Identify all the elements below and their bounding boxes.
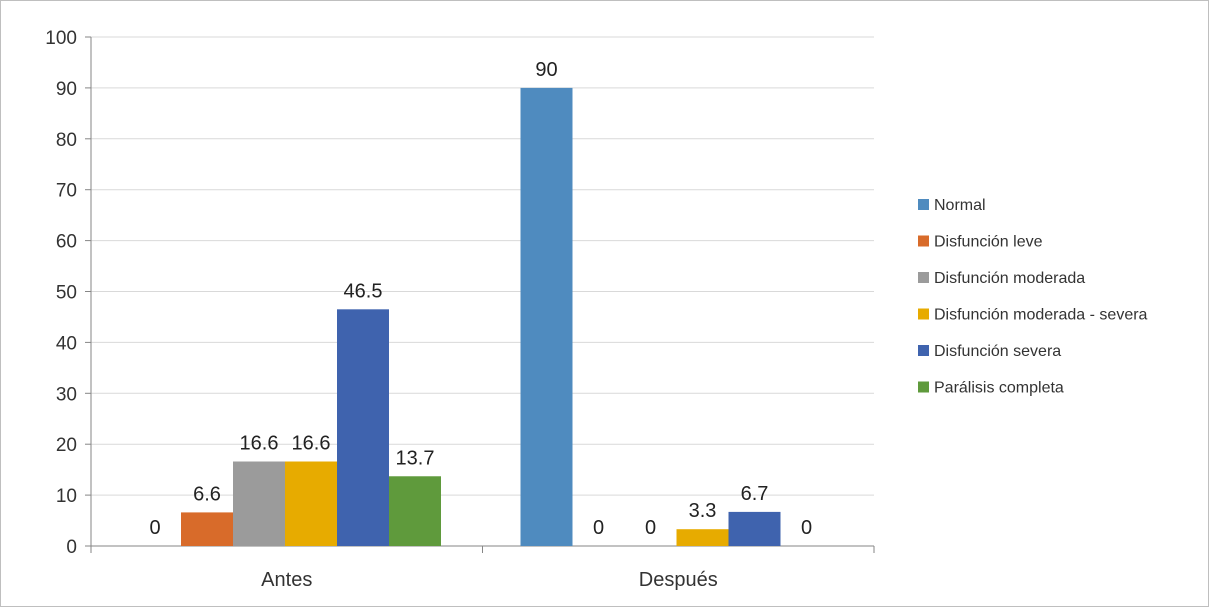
gridlines (91, 36, 874, 496)
data-label: 90 (535, 59, 557, 81)
y-tick-label: 60 (56, 232, 77, 253)
legend-label: Disfunción moderada (934, 270, 1085, 287)
data-label: 0 (593, 517, 604, 539)
legend-swatch (918, 272, 929, 283)
y-tick-label: 70 (56, 181, 77, 202)
bar (728, 511, 781, 546)
y-tick-label: 50 (56, 283, 77, 304)
legend-swatch (918, 345, 929, 356)
data-label: 6.6 (193, 483, 221, 505)
bar (233, 461, 285, 546)
x-category-label: Después (639, 569, 718, 591)
y-tick-label: 80 (56, 130, 77, 151)
y-tick-label: 30 (56, 384, 77, 405)
y-tick-label: 10 (56, 486, 77, 507)
y-tick-label: 40 (56, 333, 77, 354)
legend-swatch (918, 308, 929, 320)
legend-swatch (918, 199, 929, 210)
data-label: 0 (801, 517, 812, 539)
legend-label: Disfunción moderada - severa (934, 307, 1148, 324)
data-label: 16.6 (292, 433, 331, 455)
legend-label: Disfunción leve (934, 234, 1043, 251)
data-label: 16.6 (240, 433, 279, 455)
y-tick-label: 90 (56, 79, 77, 100)
bar (389, 476, 441, 546)
data-label: 46.5 (344, 280, 383, 302)
bar (676, 529, 729, 546)
bar (337, 309, 389, 546)
legend-swatch (918, 235, 929, 247)
data-label: 0 (645, 517, 656, 539)
x-category-label: Antes (261, 569, 312, 591)
y-tick-label: 100 (45, 28, 77, 49)
bar (181, 512, 233, 546)
legend-swatch (918, 381, 929, 393)
legend-label: Parálisis completa (934, 380, 1064, 397)
data-label: 0 (149, 517, 160, 539)
legend: Normal Disfunción leve Disfunción moderada… (918, 197, 1148, 397)
bars (181, 87, 781, 547)
data-label: 13.7 (396, 447, 435, 469)
data-label: 6.7 (741, 483, 769, 505)
bar (520, 87, 573, 547)
data-label: 3.3 (689, 500, 717, 522)
y-tick-labels: 0 10 20 30 40 50 60 70 80 90 100 (45, 28, 77, 558)
legend-label: Disfunción severa (934, 343, 1061, 360)
y-tick-label: 20 (56, 435, 77, 456)
bar (285, 461, 337, 546)
legend-label: Normal (934, 197, 986, 214)
y-tick-label: 0 (66, 537, 77, 558)
x-category-labels: Antes Después (261, 569, 718, 591)
data-labels: 0 6.6 16.6 16.6 46.5 13.7 90 0 0 3.3 6.7 0 (149, 59, 812, 539)
axes (85, 36, 875, 553)
